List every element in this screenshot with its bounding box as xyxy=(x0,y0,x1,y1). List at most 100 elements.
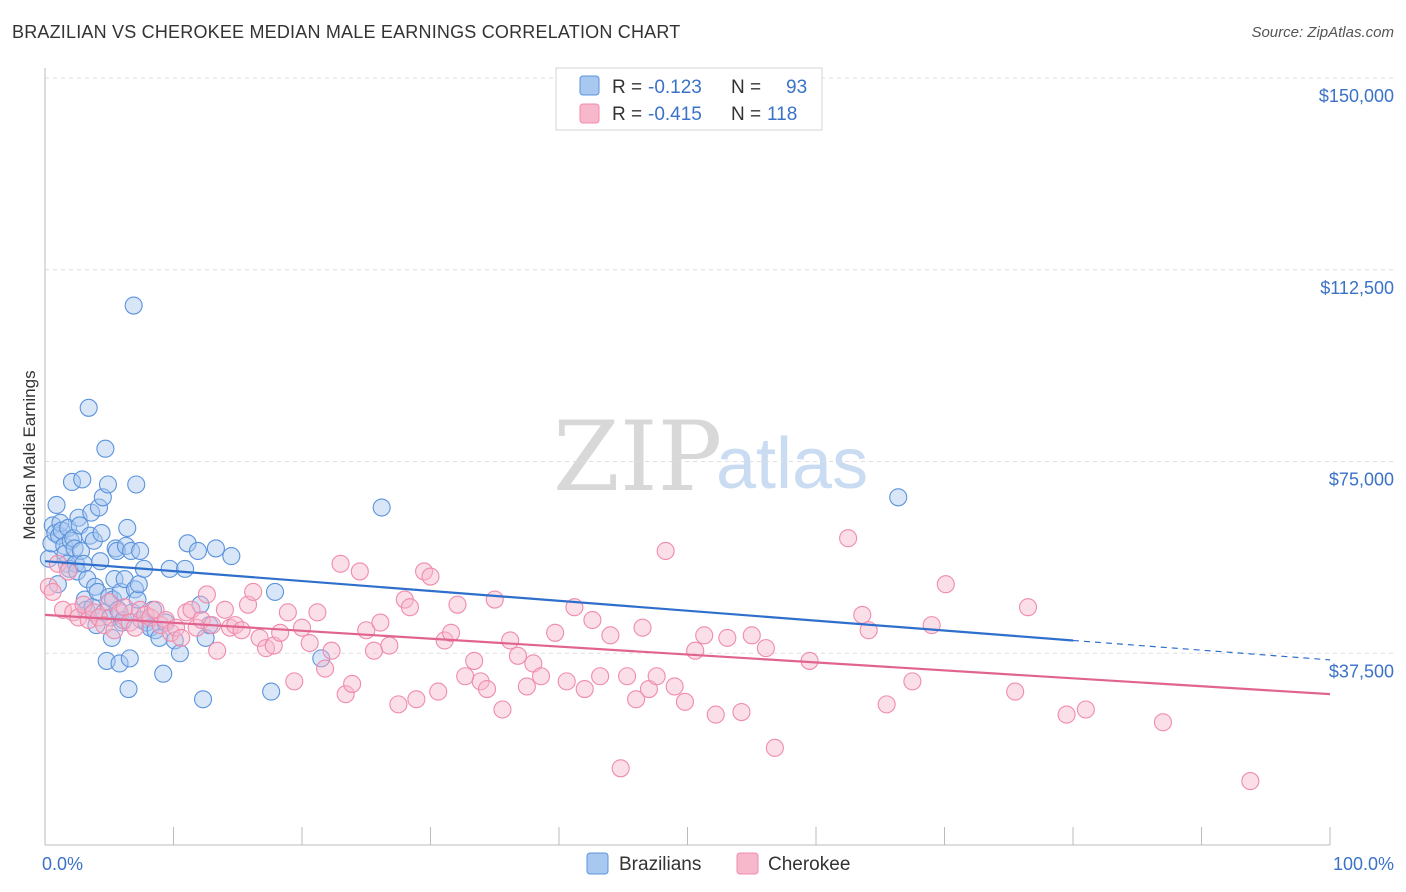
brazilians-point-89 xyxy=(262,682,281,701)
brazilians-point-50 xyxy=(107,541,127,561)
cherokee-point-24 xyxy=(161,623,180,642)
cherokee-point-51 xyxy=(331,554,350,573)
bottom-legend-swatch-pink xyxy=(736,852,759,875)
cherokee-point-62 xyxy=(407,690,426,709)
cherokee-point-31 xyxy=(197,585,216,604)
brazilians-point-32 xyxy=(84,531,103,550)
cherokee-point-65 xyxy=(429,682,448,701)
source-label: Source: ZipAtlas.com xyxy=(1251,24,1394,41)
cherokee-point-47 xyxy=(300,633,319,653)
cherokee-point-80 xyxy=(546,623,565,642)
brazilians-point-35 xyxy=(88,582,107,601)
cherokee-point-17 xyxy=(125,618,144,637)
cherokee-trend-line xyxy=(44,613,1331,696)
brazilians-point-43 xyxy=(98,475,118,494)
brazilians-point-78 xyxy=(160,559,179,578)
cherokee-point-93 xyxy=(656,541,675,561)
cherokee-point-16 xyxy=(120,613,139,632)
cherokee-point-59 xyxy=(389,695,408,714)
cherokee-point-57 xyxy=(371,613,390,632)
cherokee-point-48 xyxy=(308,603,327,622)
cherokee-point-117 xyxy=(1241,772,1260,791)
y-tick-labels: $37,500 $75,000 $112,500 $150,000 xyxy=(1319,86,1394,681)
legend-n-value-blue: 93 xyxy=(786,77,807,98)
cherokee-point-72 xyxy=(477,679,497,699)
cherokee-point-97 xyxy=(695,626,714,645)
brazilians-point-83 xyxy=(188,541,207,561)
cherokee-point-98 xyxy=(706,705,725,724)
brazilians-point-38 xyxy=(92,524,111,543)
legend-swatch-pink xyxy=(579,103,600,124)
cherokee-point-92 xyxy=(647,667,666,686)
brazilians-point-88 xyxy=(222,547,241,566)
legend-n-label-blue: N = xyxy=(731,77,761,98)
legend-r-value-pink: -0.415 xyxy=(648,104,702,125)
cherokee-point-64 xyxy=(421,567,440,586)
cherokee-point-19 xyxy=(136,605,155,624)
cherokee-point-45 xyxy=(285,672,304,691)
y-tick-label-1: $75,000 xyxy=(1329,470,1394,490)
cherokee-point-90 xyxy=(633,618,652,637)
cherokee-point-105 xyxy=(839,529,858,548)
cherokee-point-115 xyxy=(1076,700,1095,719)
cherokee-point-3 xyxy=(53,600,73,619)
brazilians-point-33 xyxy=(86,577,105,596)
brazilians-point-93 xyxy=(889,488,908,507)
y-tick-label-2: $112,500 xyxy=(1320,278,1394,298)
legend-n-label-pink: N = xyxy=(731,104,761,125)
brazilians-point-84 xyxy=(191,595,210,614)
cherokee-point-61 xyxy=(400,598,419,617)
brazilians-point-67 xyxy=(129,575,148,594)
cherokee-point-4 xyxy=(59,562,78,581)
cherokee-point-56 xyxy=(364,641,384,660)
cherokee-point-46 xyxy=(292,618,312,637)
cherokee-point-109 xyxy=(903,672,922,691)
legend-r-value-blue: -0.123 xyxy=(648,77,702,98)
x-tick-label-max: 100.0% xyxy=(1333,854,1394,874)
cherokee-point-1 xyxy=(43,582,62,601)
cherokee-point-11 xyxy=(95,616,114,635)
cherokee-point-100 xyxy=(732,703,751,722)
brazilians-point-36 xyxy=(89,498,109,517)
y-tick-label-0: $37,500 xyxy=(1329,661,1394,681)
legend-r-label-pink: R = xyxy=(612,104,642,125)
cherokee-point-94 xyxy=(665,677,684,696)
brazilians-point-27 xyxy=(78,570,97,589)
cherokee-point-13 xyxy=(105,621,124,640)
brazilians-point-63 xyxy=(124,296,143,315)
legend-swatch-blue xyxy=(579,75,600,96)
cherokee-point-50 xyxy=(322,641,341,660)
cherokee-point-95 xyxy=(675,692,694,711)
cherokee-point-85 xyxy=(591,667,610,686)
brazilians-point-81 xyxy=(176,559,195,578)
bottom-legend-cherokee: Cherokee xyxy=(768,854,850,875)
brazilians-point-91 xyxy=(312,649,331,668)
cherokee-point-58 xyxy=(380,636,399,655)
chart-title: BRAZILIAN VS CHEROKEE MEDIAN MALE EARNIN… xyxy=(12,22,681,42)
brazilians-point-92 xyxy=(372,498,391,517)
cherokee-points xyxy=(39,529,1260,791)
trend-lines xyxy=(44,560,1331,696)
brazilians-point-68 xyxy=(131,541,150,561)
cherokee-point-81 xyxy=(557,672,576,691)
legend-r-label-blue: R = xyxy=(612,77,642,98)
watermark-zip: ZIP xyxy=(553,401,722,513)
cherokee-point-96 xyxy=(686,641,705,660)
watermark-atlas: atlas xyxy=(716,424,868,504)
brazilians-trend-extension xyxy=(1072,639,1331,661)
cherokee-point-111 xyxy=(936,575,955,594)
brazilians-points xyxy=(39,296,908,709)
brazilians-point-52 xyxy=(110,654,129,673)
cherokee-point-88 xyxy=(618,667,637,686)
cherokee-point-49 xyxy=(316,659,335,678)
cherokee-point-69 xyxy=(456,667,475,686)
cherokee-point-70 xyxy=(465,651,484,670)
y-tick-label-3: $150,000 xyxy=(1319,86,1394,106)
cherokee-point-73 xyxy=(485,590,504,609)
brazilians-point-57 xyxy=(116,536,136,555)
series-legend: Brazilians Cherokee xyxy=(586,852,850,875)
correlation-legend: R = -0.123 N = 93 R = -0.415 N = 118 xyxy=(555,67,823,131)
bottom-legend-swatch-blue xyxy=(586,852,609,875)
brazilians-point-82 xyxy=(178,534,197,553)
